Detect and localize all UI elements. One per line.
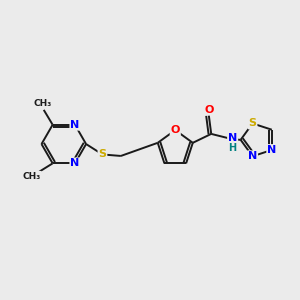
Text: N: N (70, 158, 80, 168)
Text: S: S (249, 118, 256, 128)
Text: O: O (171, 125, 180, 135)
Text: N: N (248, 151, 257, 161)
Text: CH₃: CH₃ (33, 99, 51, 108)
Text: N: N (267, 145, 277, 155)
Text: O: O (204, 104, 214, 115)
Text: S: S (98, 149, 106, 160)
Text: N: N (228, 133, 237, 143)
Text: N: N (70, 120, 80, 130)
Text: CH₃: CH₃ (23, 172, 41, 181)
Text: H: H (229, 143, 237, 153)
